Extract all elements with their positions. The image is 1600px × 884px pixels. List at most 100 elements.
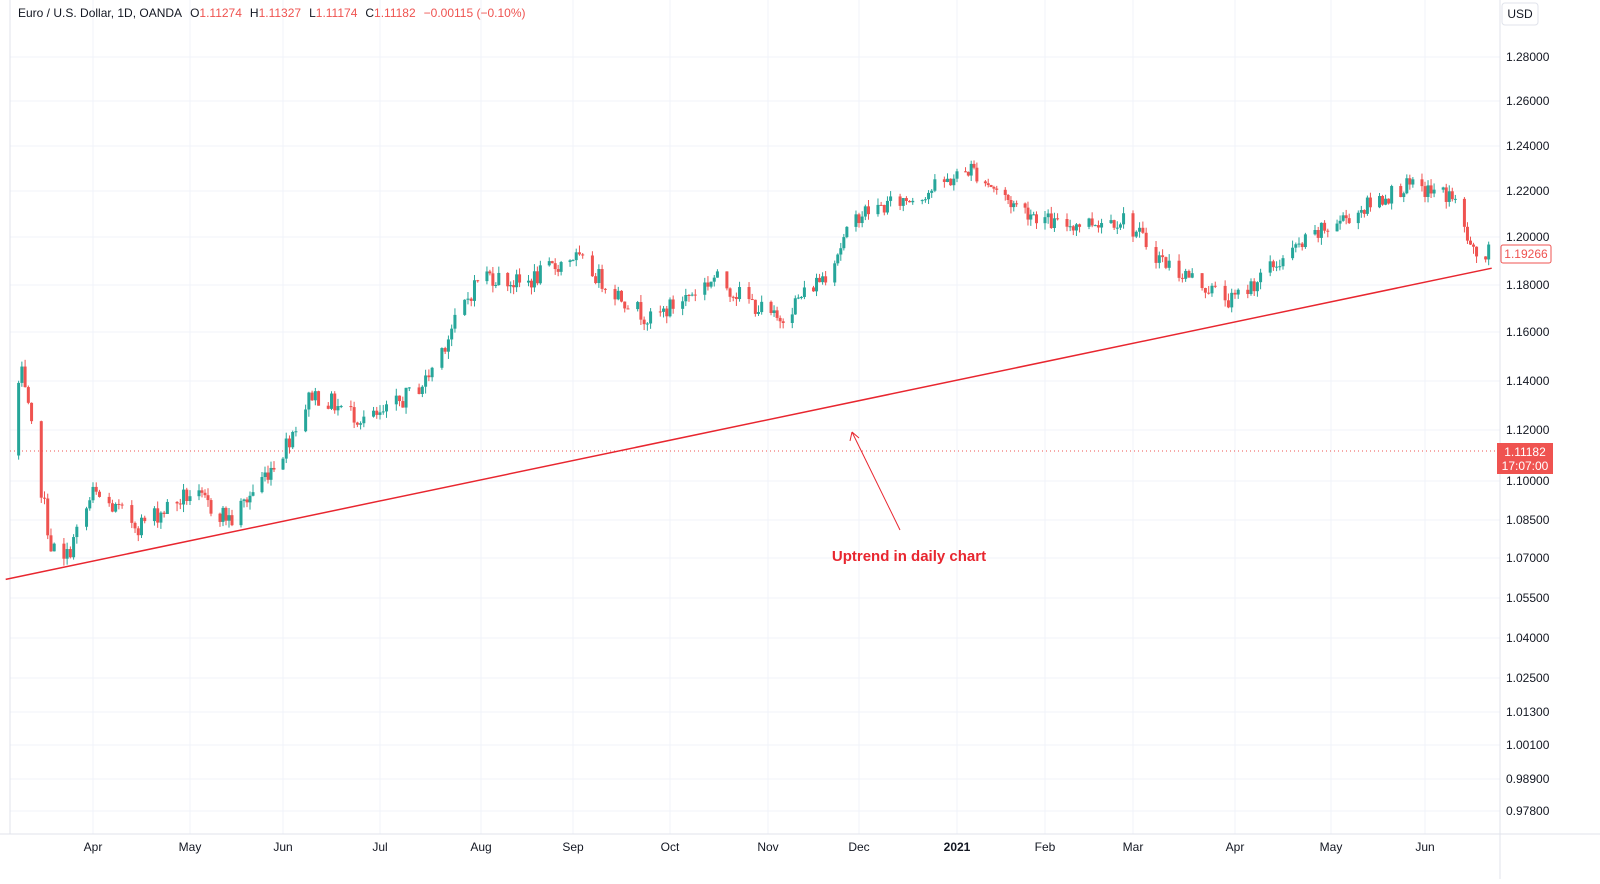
price-tick-label: 1.12000	[1506, 423, 1550, 437]
candle-body	[313, 391, 317, 401]
candle-body	[463, 299, 467, 315]
candle-body	[879, 204, 883, 206]
candle-body	[1297, 243, 1301, 245]
candle-body	[1487, 244, 1491, 260]
last-price-marker	[1497, 443, 1553, 474]
candle-body	[1112, 220, 1116, 228]
candle-body	[203, 492, 207, 496]
last-price-label: 1.11182	[1504, 445, 1546, 459]
candle-body	[1390, 186, 1394, 204]
price-tick-label: 1.20000	[1506, 230, 1550, 244]
candle-body	[1203, 288, 1207, 293]
candle-body	[1323, 222, 1327, 231]
candle-body	[645, 323, 649, 325]
candle-body	[1115, 227, 1119, 229]
candle-body	[613, 289, 617, 300]
candle-body	[1300, 243, 1304, 248]
candle-body	[1316, 230, 1320, 238]
time-tick-label: Sep	[562, 840, 584, 854]
candle-body	[317, 391, 321, 406]
candle-body	[649, 311, 653, 324]
candle-body	[760, 301, 764, 313]
candle-body	[239, 500, 243, 526]
candle-body	[1399, 186, 1403, 198]
candle-body	[26, 387, 30, 403]
candle-body	[230, 515, 234, 526]
price-tick-label: 1.22000	[1506, 184, 1550, 198]
candle-body	[1408, 178, 1412, 185]
legend-high-label: H	[250, 6, 259, 20]
candle-body	[1356, 212, 1360, 224]
candle-body	[1223, 285, 1227, 301]
candle-body	[221, 507, 225, 522]
candle-body	[839, 248, 843, 255]
candle-body	[1252, 281, 1256, 292]
candle-body	[955, 171, 959, 179]
time-tick-label: Oct	[661, 840, 680, 854]
candle-body	[901, 198, 905, 206]
candle-body	[927, 192, 931, 200]
legend-open-label: O	[190, 6, 199, 20]
candle-body	[1271, 261, 1275, 268]
price-tick-label: 1.24000	[1506, 139, 1550, 153]
legend-open-value: 1.11274	[199, 6, 242, 20]
candle-body	[731, 296, 735, 298]
candle-body	[725, 271, 729, 289]
candle-body	[68, 549, 72, 558]
time-tick-label: Feb	[1035, 840, 1056, 854]
candle-body	[1246, 289, 1250, 295]
candle-body	[97, 491, 101, 497]
candle-body	[1259, 272, 1263, 283]
candle-body	[378, 412, 382, 415]
candle-body	[665, 308, 669, 317]
candle-body	[1378, 196, 1382, 208]
candle-body	[94, 486, 98, 492]
annotation-text: Uptrend in daily chart	[832, 548, 986, 565]
candle-body	[1015, 203, 1019, 205]
candle-body	[1230, 292, 1234, 308]
legend-close-value: 1.11182	[374, 6, 416, 20]
time-tick-label: Jun	[1415, 840, 1434, 854]
candle-body	[307, 392, 311, 410]
candle-body	[227, 515, 231, 521]
trend-price-marker	[1500, 244, 1552, 264]
candle-body	[488, 271, 492, 274]
candle-body	[1255, 282, 1259, 292]
candle-body	[352, 407, 356, 423]
candle-body	[1177, 260, 1181, 278]
candle-body	[1043, 217, 1047, 224]
candle-body	[1319, 222, 1323, 238]
candle-body	[600, 269, 604, 289]
candle-body	[1387, 198, 1391, 204]
candle-body	[188, 496, 192, 502]
candle-body	[1226, 300, 1230, 308]
price-tick-label: 1.14000	[1506, 374, 1550, 388]
candle-body	[398, 395, 402, 402]
candle-body	[1012, 203, 1016, 208]
candle-body	[1026, 207, 1030, 220]
candle-body	[1281, 258, 1285, 267]
candle-body	[1462, 198, 1466, 227]
currency-button[interactable]	[1501, 2, 1539, 26]
candle-body	[709, 281, 713, 287]
candle-body	[930, 190, 934, 193]
candle-body	[178, 503, 182, 505]
candle-body	[866, 206, 870, 215]
candle-body	[23, 366, 27, 388]
candle-body	[556, 269, 560, 272]
candle-body	[185, 489, 189, 502]
candle-body	[485, 271, 489, 282]
candle-body	[1161, 255, 1165, 258]
candle-body	[1157, 255, 1161, 263]
candle-body	[91, 486, 95, 501]
candle-body	[512, 285, 516, 288]
candle-body	[626, 308, 630, 310]
candle-body	[860, 216, 864, 224]
trendline[interactable]	[5, 267, 1492, 581]
time-tick-label: Apr	[84, 840, 103, 854]
candle-body	[671, 299, 675, 309]
candle-body	[1444, 187, 1448, 202]
candle-body	[1484, 256, 1488, 260]
